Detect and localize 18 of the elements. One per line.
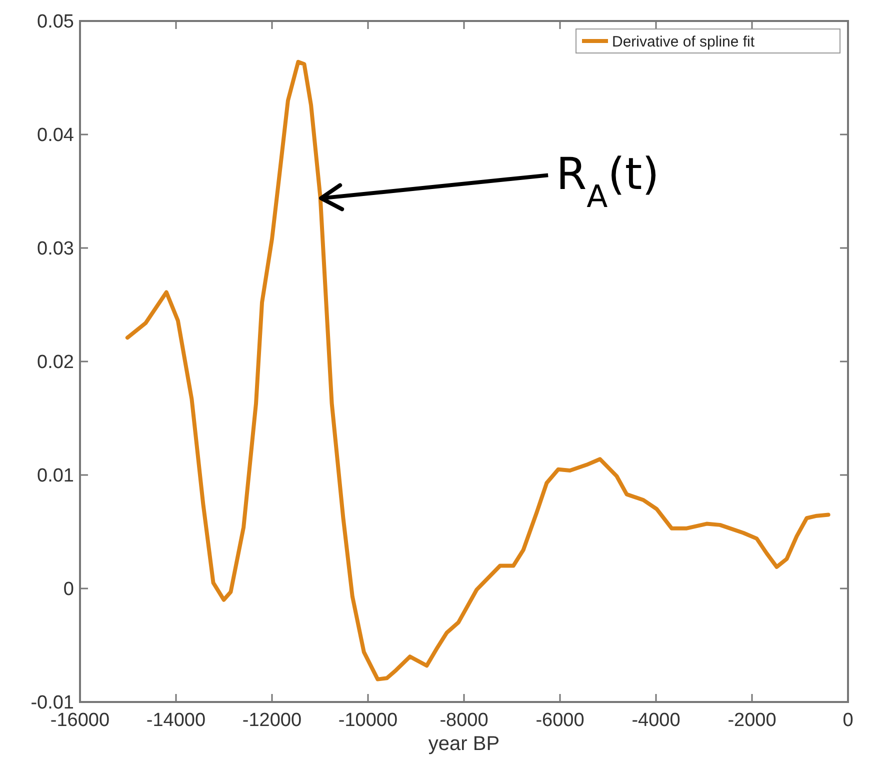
y-tick-label: 0.05 xyxy=(37,12,74,33)
annotation: R$_{A}$(t) xyxy=(556,149,660,216)
legend-label: Derivative of spline fit xyxy=(612,33,756,50)
x-tick-label: -6000 xyxy=(536,710,584,731)
y-tick-label: 0.04 xyxy=(37,125,74,146)
x-tick-label: -2000 xyxy=(728,710,776,731)
x-tick-label: -8000 xyxy=(440,710,488,731)
x-axis-title: year BP xyxy=(428,733,500,755)
y-tick-label: 0.01 xyxy=(37,466,74,487)
x-tick-label: -14000 xyxy=(146,710,206,731)
x-tick-label: -12000 xyxy=(242,710,302,731)
x-tick-label: -4000 xyxy=(632,710,680,731)
y-tick-label: 0 xyxy=(63,579,74,600)
x-tick-label: 0 xyxy=(842,710,854,731)
x-tick-label: -10000 xyxy=(338,710,398,731)
line-series xyxy=(125,60,830,682)
y-tick-label: 0.02 xyxy=(37,352,74,374)
y-tick-label: 0.03 xyxy=(37,238,74,260)
